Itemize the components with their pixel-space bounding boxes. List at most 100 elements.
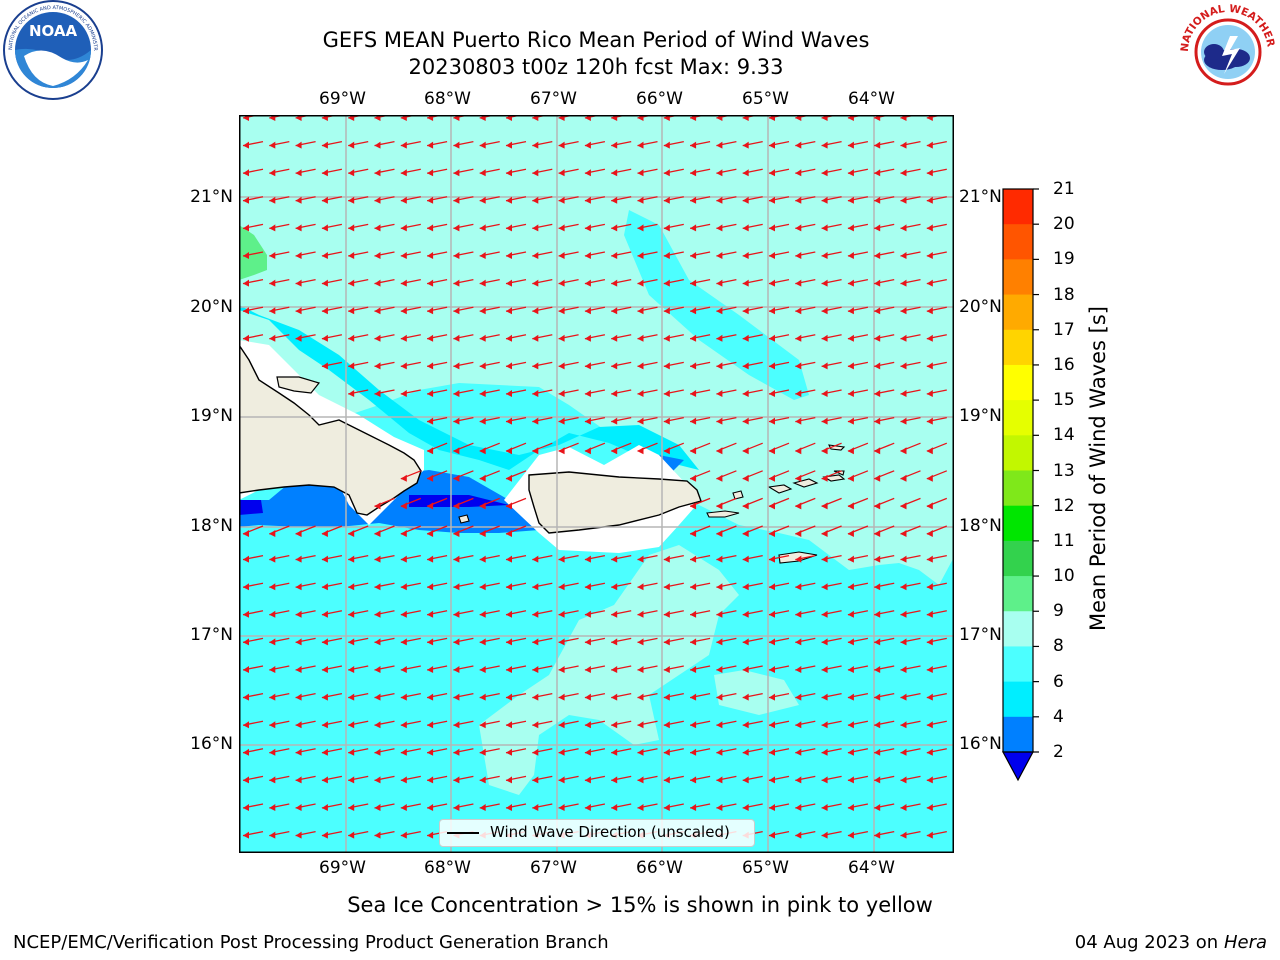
wind-wave-arrows <box>242 115 948 839</box>
wave-direction-arrowhead <box>506 252 512 259</box>
wave-direction-arrowhead <box>821 804 828 811</box>
wave-direction-arrowhead <box>795 804 802 811</box>
wave-direction-arrowhead <box>769 307 775 315</box>
wave-direction-arrowhead <box>453 252 460 259</box>
wave-direction-arrowhead <box>558 224 565 232</box>
wave-direction-arrowhead <box>874 721 881 729</box>
wave-direction-arrowhead <box>637 555 644 563</box>
wave-direction-arrowhead <box>847 417 854 425</box>
wave-direction-arrowhead <box>821 417 828 425</box>
wave-direction-arrowhead <box>506 307 512 315</box>
wave-direction-arrowhead <box>269 555 276 563</box>
wave-direction-arrowhead <box>506 390 512 397</box>
wave-direction-arrowhead <box>742 502 749 510</box>
map-legend: Wind Wave Direction (unscaled) <box>439 819 755 847</box>
wave-direction-arrowhead <box>874 638 881 646</box>
wave-direction-arrowhead <box>716 447 723 455</box>
wave-direction-arrowhead <box>558 362 565 370</box>
wave-direction-arrowhead <box>874 804 881 811</box>
wave-direction-arrowhead <box>584 748 591 756</box>
wave-direction-arrowhead <box>321 831 328 839</box>
wave-direction-arrowhead <box>479 169 486 177</box>
wave-direction-arrowhead <box>900 776 907 784</box>
wave-direction-arrowhead <box>690 279 697 287</box>
wave-direction-arrowhead <box>821 169 828 177</box>
wave-direction-arrowhead <box>611 279 618 287</box>
wave-direction-arrowhead <box>400 390 407 397</box>
wave-direction-arrowhead <box>374 583 381 591</box>
wave-direction-arrowhead <box>558 334 565 342</box>
wave-direction-arrowhead <box>742 307 749 315</box>
wave-direction-arrowhead <box>374 831 381 839</box>
wave-direction-arrowhead <box>427 583 434 591</box>
wave-direction-arrowhead <box>506 447 512 455</box>
wave-direction-arrowhead <box>532 447 539 455</box>
lat-label-left: 18°N <box>190 516 233 536</box>
wave-direction-arrowhead <box>742 610 749 618</box>
wave-direction-arrowhead <box>821 224 828 232</box>
wave-direction-arrowhead <box>847 583 854 591</box>
wave-direction-arrowhead <box>321 666 328 673</box>
wave-direction-arrowhead <box>769 417 775 425</box>
wave-direction-arrowhead <box>374 252 381 259</box>
wave-direction-arrowhead <box>795 279 802 287</box>
wave-direction-arrowhead <box>400 362 407 370</box>
wave-direction-arrowhead <box>558 169 565 177</box>
wave-direction-arrowhead <box>479 748 486 756</box>
wave-direction-arrowhead <box>400 804 407 811</box>
lon-label-top: 65°W <box>742 89 789 109</box>
branch-credit: NCEP/EMC/Verification Post Processing Pr… <box>13 932 609 953</box>
wave-direction-arrowhead <box>663 693 670 701</box>
wave-direction-arrowhead <box>769 804 775 811</box>
wave-direction-arrowhead <box>690 224 697 232</box>
wave-direction-arrowhead <box>637 417 644 425</box>
lon-label-bottom: 68°W <box>424 858 471 878</box>
lon-label-top: 69°W <box>319 89 366 109</box>
wave-direction-arrowhead <box>611 721 618 729</box>
wave-direction-arrowhead <box>874 666 881 673</box>
wave-direction-arrowhead <box>400 831 407 839</box>
wave-direction-arrowhead <box>374 693 381 701</box>
wave-direction-arrowhead <box>532 555 539 563</box>
wave-direction-arrowhead <box>532 390 539 397</box>
wave-direction-arrowhead <box>427 307 434 315</box>
wave-direction-arrowhead <box>479 362 486 370</box>
colorbar-tick-label: 12 <box>1053 495 1075 516</box>
colorbar-tick-label: 11 <box>1053 530 1075 551</box>
wave-direction-arrowhead <box>821 390 828 397</box>
wave-direction-arrowhead <box>427 693 434 701</box>
wave-direction-arrowhead <box>847 748 854 756</box>
wave-direction-arrowhead <box>479 334 486 342</box>
lon-label-top: 68°W <box>424 89 471 109</box>
wave-direction-arrowhead <box>269 307 276 315</box>
wave-direction-arrowhead <box>874 610 881 618</box>
colorbar-tick-label: 2 <box>1053 742 1064 762</box>
wave-direction-arrowhead <box>926 555 933 563</box>
wave-direction-arrowhead <box>453 666 460 673</box>
wave-direction-arrowhead <box>663 390 670 397</box>
wave-direction-arrowhead <box>532 583 539 591</box>
wave-direction-arrowhead <box>506 334 512 342</box>
wave-direction-arrowhead <box>690 447 697 455</box>
wave-direction-arrowhead <box>716 610 723 618</box>
wave-direction-arrowhead <box>453 555 460 563</box>
wave-direction-arrowhead <box>558 721 565 729</box>
wave-direction-arrowhead <box>295 831 302 839</box>
wave-direction-arrowhead <box>532 169 539 177</box>
wave-direction-arrowhead <box>847 447 854 455</box>
lat-label-left: 20°N <box>190 297 233 317</box>
wave-direction-arrowhead <box>374 169 381 177</box>
wave-direction-arrowhead <box>532 693 539 701</box>
wave-direction-arrowhead <box>795 252 802 259</box>
wave-direction-arrowhead <box>348 307 355 315</box>
wave-direction-arrowhead <box>269 666 276 673</box>
wave-direction-arrowhead <box>874 279 881 287</box>
colorbar-tick-label: 19 <box>1053 249 1075 270</box>
wave-direction-arrowhead <box>348 224 355 232</box>
wave-direction-arrowhead <box>926 474 933 482</box>
wave-direction-arrowhead <box>269 334 276 342</box>
wave-direction-arrowhead <box>243 721 249 729</box>
wave-direction-arrowhead <box>427 530 434 537</box>
wave-direction-arrowhead <box>453 362 460 370</box>
wave-direction-arrowhead <box>295 804 302 811</box>
